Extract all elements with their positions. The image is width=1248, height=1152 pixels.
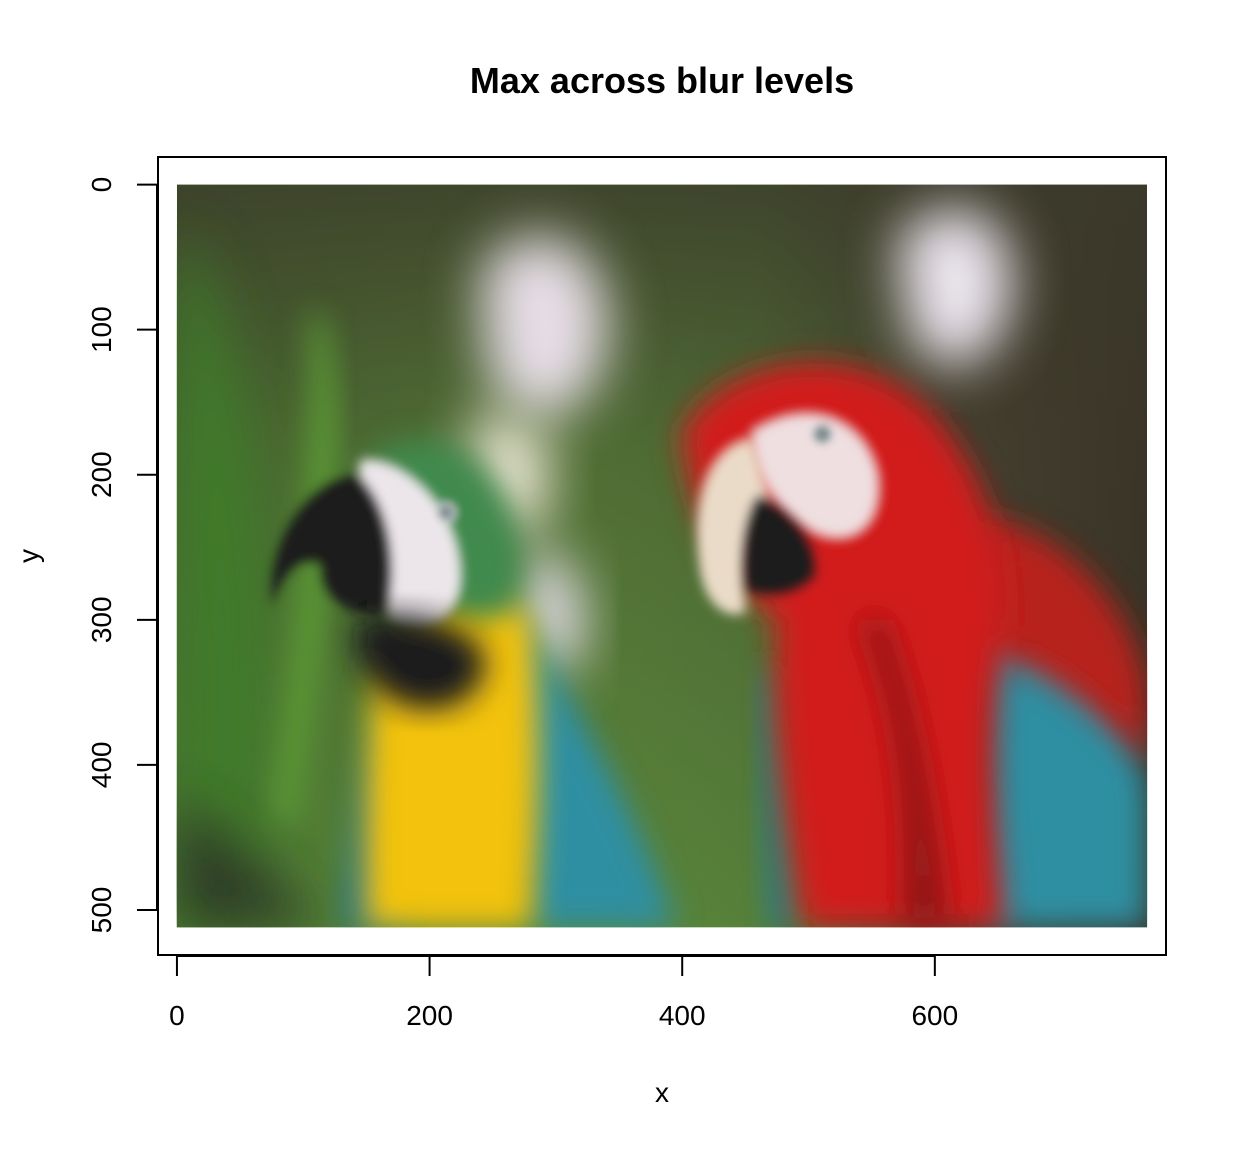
y-tick-label: 200 bbox=[86, 451, 117, 498]
x-axis: 0 200 400 600 bbox=[169, 956, 958, 1031]
x-tick-label: 200 bbox=[406, 1000, 453, 1031]
x-tick-label: 400 bbox=[659, 1000, 706, 1031]
y-axis-label: y bbox=[13, 549, 44, 563]
y-tick-label: 400 bbox=[86, 742, 117, 789]
raster-image bbox=[177, 185, 1147, 928]
x-axis-label: x bbox=[655, 1077, 669, 1108]
x-tick-label: 600 bbox=[911, 1000, 958, 1031]
y-tick-label: 100 bbox=[86, 306, 117, 353]
y-axis: 0 100 200 300 400 500 bbox=[86, 177, 157, 934]
y-tick-label: 500 bbox=[86, 887, 117, 934]
highlight-top-left bbox=[480, 236, 608, 418]
y-tick-label: 0 bbox=[86, 177, 117, 193]
y-tick-label: 300 bbox=[86, 596, 117, 643]
x-tick-label: 0 bbox=[169, 1000, 185, 1031]
chart-title: Max across blur levels bbox=[470, 60, 854, 101]
left-eye bbox=[437, 504, 455, 522]
right-eye bbox=[812, 424, 832, 444]
